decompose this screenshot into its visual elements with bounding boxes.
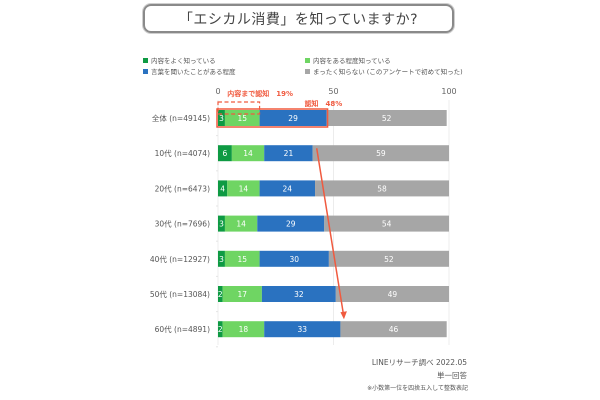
bar-segment — [261, 286, 336, 302]
bar-value-label: 33 — [298, 325, 308, 334]
bar-segment — [218, 145, 232, 162]
category-label: 60代 (n=4891) — [155, 324, 210, 334]
bar-value-label: 17 — [237, 290, 247, 299]
bars-layer — [218, 110, 449, 338]
bar-segment — [222, 321, 265, 338]
content-aware-dashed-bracket — [217, 101, 261, 115]
bar-segment — [259, 180, 316, 197]
bar-value-label: 49 — [388, 290, 398, 299]
bar-segment — [231, 145, 265, 162]
chart-title: 「エシカル消費」を知っていますか? — [178, 11, 419, 28]
bar-value-label: 15 — [237, 255, 247, 264]
bar-segment — [315, 180, 449, 197]
bar-value-label: 4 — [220, 184, 225, 193]
aware-highlight-box — [216, 108, 329, 128]
legend-swatch-icon — [305, 57, 310, 63]
legend-label: まったく知らない (このアンケートで初めて知った) — [313, 68, 463, 76]
x-tick-label: 50 — [328, 87, 338, 96]
category-label: 30代 (n=7696) — [155, 219, 210, 229]
content-aware-label: 内容まで認知 19% — [227, 89, 293, 98]
category-label: 全体 (n=49145) — [152, 113, 210, 123]
bar-segment — [218, 321, 223, 338]
bar-value-label: 29 — [288, 114, 298, 123]
bar-segment — [324, 215, 449, 232]
bar-segment — [264, 321, 341, 338]
bar-value-label: 3 — [219, 114, 224, 123]
legend-label: 内容をある程度知っている — [313, 57, 391, 65]
category-label: 40代 (n=12927) — [150, 254, 210, 264]
source-text: LINEリサーチ調べ 2022.05 — [371, 358, 467, 367]
x-tick-label: 100 — [441, 87, 456, 96]
category-label: 10代 (n=4074) — [155, 148, 210, 158]
bar-value-label: 2 — [218, 325, 223, 334]
bar-value-label: 29 — [286, 220, 296, 229]
legend-swatch-icon — [143, 57, 148, 63]
bar-segment — [218, 286, 223, 302]
bar-segment — [218, 110, 225, 126]
trend-arrow-line — [315, 148, 345, 315]
bar-value-label: 21 — [284, 149, 294, 158]
bar-segment — [257, 215, 325, 232]
bar-segment — [312, 145, 449, 162]
category-label: 50代 (n=13084) — [150, 289, 210, 299]
bar-value-label: 30 — [289, 255, 299, 264]
answer-type-text: 単一回答 — [437, 371, 467, 380]
bar-value-label: 3 — [219, 255, 224, 264]
bar-segment — [335, 286, 449, 302]
category-label: 20代 (n=6473) — [155, 183, 210, 193]
bar-segment — [264, 145, 313, 162]
x-tick-label: 0 — [215, 87, 220, 96]
bar-value-label: 15 — [237, 114, 247, 123]
bar-value-label: 6 — [223, 149, 228, 158]
bar-segment — [328, 250, 449, 267]
bar-value-label: 14 — [239, 184, 249, 193]
bar-value-label: 58 — [377, 184, 387, 193]
trend-arrowhead-icon — [340, 311, 347, 320]
labels-layer: 0 50 100 全体 (n=49145) 3 15 29 52 10代 (n=4074) 6 14… — [150, 87, 457, 334]
bar-value-label: 14 — [243, 149, 253, 158]
bar-segment — [218, 215, 225, 232]
bar-segment — [224, 250, 260, 267]
legend-item-know-well: 内容をよく知っている — [143, 55, 216, 65]
bar-value-label: 52 — [384, 255, 394, 264]
bar-value-label: 14 — [236, 220, 246, 229]
bar-segment — [222, 286, 262, 302]
bar-segment — [224, 215, 258, 232]
legend-item-heard-word: 言葉を聞いたことがある程度 — [143, 66, 236, 76]
bar-value-label: 18 — [239, 325, 249, 334]
bar-value-label: 59 — [376, 149, 386, 158]
bar-value-label: 24 — [283, 184, 293, 193]
legend-label: 内容をよく知っている — [151, 57, 216, 65]
bar-segment — [218, 180, 228, 197]
annotation-layer: 内容まで認知 19% 認知 48% — [216, 89, 347, 320]
legend-item-know-somewhat: 内容をある程度知っている — [305, 55, 391, 65]
bar-segment — [259, 250, 329, 267]
bar-segment — [259, 110, 327, 126]
bar-segment — [227, 180, 260, 197]
bar-value-label: 46 — [389, 325, 399, 334]
legend-label: 言葉を聞いたことがある程度 — [151, 68, 236, 76]
bar-segment — [326, 110, 447, 126]
legend-swatch-icon — [305, 68, 310, 74]
legend-swatch-icon — [143, 68, 148, 74]
bar-value-label: 32 — [294, 290, 304, 299]
bar-segment — [218, 250, 225, 267]
legend-item-dont-know: まったく知らない (このアンケートで初めて知った) — [305, 66, 463, 76]
rounding-note: ※小数第一位を四捨五入して整数表記 — [367, 385, 468, 392]
bar-value-label: 54 — [382, 220, 392, 229]
bar-value-label: 2 — [218, 290, 223, 299]
chart-title-box: 「エシカル消費」を知っていますか? — [143, 4, 454, 33]
bar-value-label: 3 — [219, 220, 224, 229]
bar-segment — [340, 321, 447, 338]
aware-label: 認知 48% — [305, 99, 343, 108]
bar-value-label: 52 — [382, 114, 392, 123]
